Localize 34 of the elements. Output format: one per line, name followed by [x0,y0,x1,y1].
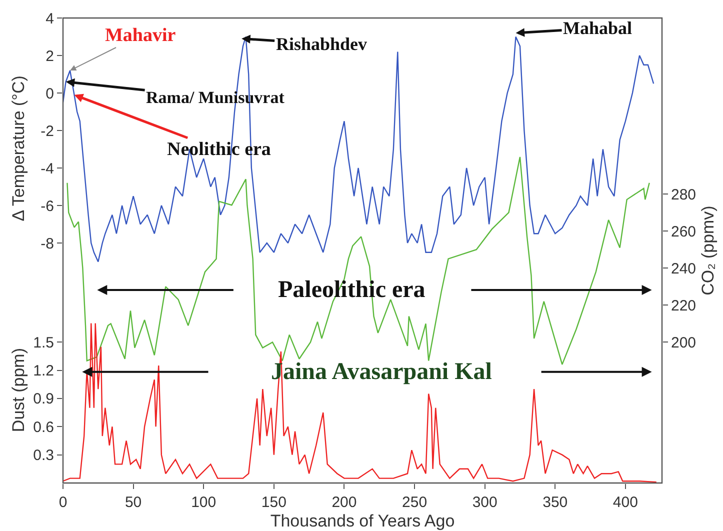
y-tick-label: 2 [46,48,54,65]
y2-axis-title: CO₂ (ppmv) [698,206,718,296]
y3-tick-label: 0.3 [33,447,54,464]
y-tick-label: 0 [46,85,54,102]
x-tick-label: 150 [261,494,286,511]
y2-tick-label: 200 [671,334,696,352]
x-tick-label: 100 [191,494,216,511]
y-tick-label: -6 [40,198,54,215]
x-tick-label: 350 [542,494,568,511]
y-axis-title: Δ Temperature (°C) [8,76,28,222]
y3-tick-label: 1.5 [33,334,54,352]
y-tick-label: 4 [46,10,54,28]
y3-tick-label: 0.6 [33,418,54,436]
y-tick-label: -4 [40,160,54,178]
y-tick-label: -2 [40,122,54,140]
x-axis-title: Thousands of Years Ago [270,511,455,530]
annotation: Mahavir [105,25,176,46]
y3-axis-title: Dust (ppm) [9,348,28,432]
y-tick-label: -8 [40,235,54,252]
x-tick-label: 200 [332,494,357,511]
annotation: Rishabhdev [276,34,368,54]
y3-tick-label: 1.2 [33,362,54,380]
x-tick-label: 0 [58,494,68,511]
line-series [63,322,657,483]
y3-tick-label: 0.9 [33,390,54,408]
y2-tick-label: 220 [671,297,696,314]
y2-tick-label: 240 [671,260,696,278]
x-tick-label: 400 [612,494,638,511]
x-tick-label: 250 [402,494,428,511]
x-tick-label: 300 [472,494,498,511]
x-tick-label: 50 [124,494,142,511]
y2-tick-label: 280 [671,186,696,204]
y2-tick-label: 260 [671,223,696,240]
annotation: Mahabal [563,18,632,38]
